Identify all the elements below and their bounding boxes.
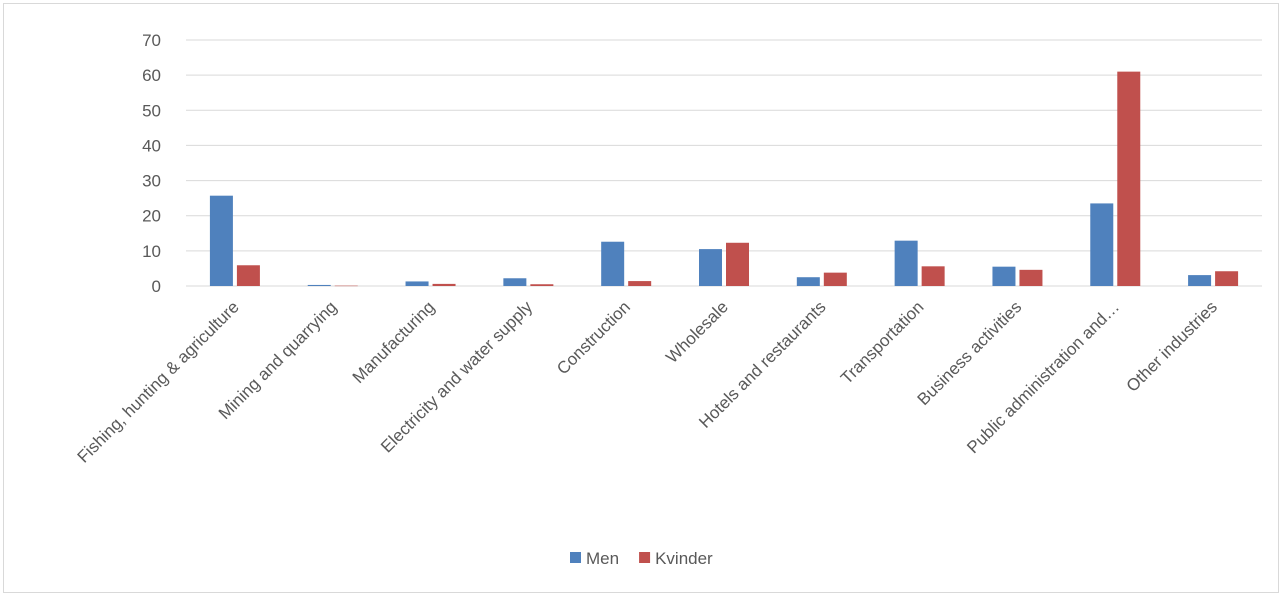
bars (209, 71, 1239, 287)
bar-men-7 (894, 240, 918, 286)
bar-kvinder-10 (1215, 271, 1239, 286)
bar-kvinder-0 (236, 265, 260, 286)
chart-frame (3, 3, 1279, 593)
bar-men-9 (1090, 203, 1114, 286)
x-category-label: Construction (553, 297, 634, 378)
x-category-label: Transportation (837, 297, 927, 387)
y-tick-label: 20 (142, 207, 161, 226)
x-category-label: Fishing, hunting & agriculture (74, 297, 243, 466)
y-tick-label: 50 (142, 101, 161, 120)
x-category-label: Manufacturing (349, 297, 439, 387)
legend-swatch-kvinder (639, 552, 651, 563)
y-tick-label: 0 (152, 277, 161, 296)
bar-men-6 (796, 277, 820, 286)
y-tick-label: 40 (142, 136, 161, 155)
bar-men-0 (209, 195, 233, 286)
bar-kvinder-8 (1019, 269, 1043, 286)
bar-kvinder-2 (432, 283, 456, 286)
bar-men-5 (699, 249, 722, 286)
gridlines (186, 39, 1262, 287)
legend-label-men: Men (586, 549, 619, 568)
bar-men-3 (503, 278, 527, 286)
y-tick-label: 10 (142, 242, 161, 261)
y-tick-label: 60 (142, 66, 161, 85)
y-tick-label: 30 (142, 172, 161, 191)
bar-men-2 (405, 281, 429, 286)
x-category-label: Wholesale (662, 297, 732, 367)
bar-kvinder-6 (823, 272, 847, 286)
bar-men-1 (307, 284, 331, 286)
legend-swatch-men (570, 552, 581, 563)
bar-kvinder-4 (628, 281, 652, 286)
bar-kvinder-1 (334, 285, 358, 287)
x-category-label: Business activities (914, 297, 1026, 409)
y-tick-label: 70 (142, 31, 161, 50)
bar-kvinder-5 (726, 242, 749, 286)
bar-kvinder-3 (530, 284, 554, 286)
bar-men-10 (1188, 275, 1212, 286)
bar-kvinder-9 (1117, 71, 1141, 286)
x-category-label: Other industries (1123, 297, 1221, 395)
bar-kvinder-7 (921, 266, 945, 286)
legend-label-kvinder: Kvinder (655, 549, 713, 568)
legend: Men Kvinder (570, 549, 713, 568)
bar-men-4 (601, 241, 625, 286)
bar-men-8 (992, 266, 1016, 286)
y-axis-tick-labels: 0 10 20 30 40 50 60 70 (142, 31, 161, 296)
